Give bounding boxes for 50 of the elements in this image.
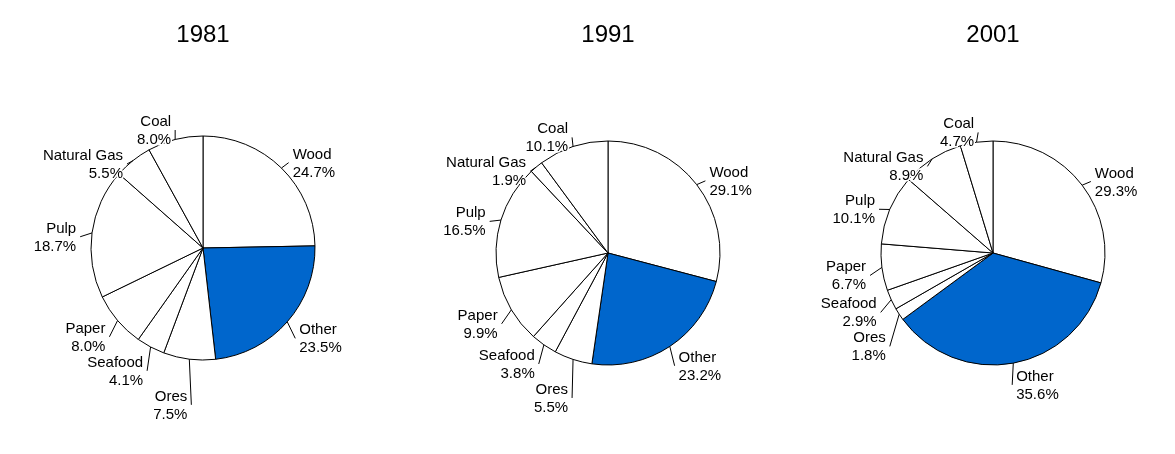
slice-label: Pulp: [845, 191, 876, 209]
data-label: 1.8%: [851, 346, 886, 364]
data-label: 9.9%: [463, 323, 498, 341]
data-label: 10.1%: [525, 137, 569, 155]
slice-label: Other: [299, 320, 337, 338]
slice-label: Pulp: [455, 203, 486, 221]
data-label: 4.1%: [108, 370, 144, 388]
chart-title: 2001: [966, 20, 1020, 47]
slice-label: Natural Gas: [446, 153, 527, 171]
data-label: 5.5%: [88, 164, 123, 182]
slice-label: Paper: [826, 257, 867, 275]
data-label: 29.3%: [1094, 181, 1138, 199]
slice-label: Natural Gas: [42, 146, 123, 164]
chart-title: 1991: [581, 20, 635, 47]
data-label: 6.7%: [831, 275, 867, 293]
data-label: 18.7%: [33, 236, 77, 254]
data-label: 1.9%: [491, 171, 527, 189]
slice-label: Seafood: [820, 294, 877, 312]
data-label: 8.0%: [71, 336, 106, 354]
chart-title: 1981: [176, 20, 230, 47]
slice-label: Coal: [943, 114, 975, 132]
slice-label: Ores: [535, 379, 569, 397]
data-label: 24.7%: [292, 162, 336, 180]
data-label: 4.7%: [939, 132, 975, 150]
slice-label: Wood: [292, 144, 332, 162]
data-label: 10.1%: [832, 209, 876, 227]
slice-label: Wood: [709, 162, 749, 180]
data-label: 8.0%: [136, 130, 172, 148]
slice-label: Ores: [853, 328, 886, 346]
slice-label: Paper: [457, 305, 498, 323]
slice-label: Other: [1016, 366, 1054, 384]
slice-label: Seafood: [478, 345, 535, 363]
data-label: 3.8%: [500, 363, 535, 381]
data-label: 29.1%: [709, 180, 752, 198]
slice-label: Paper: [65, 318, 106, 336]
data-label: 23.2%: [678, 365, 722, 383]
data-label: 7.5%: [153, 404, 188, 422]
slice-label: Coal: [537, 119, 569, 137]
data-label: 2.9%: [842, 312, 877, 330]
data-label: 5.5%: [533, 397, 569, 415]
data-label: 23.5%: [299, 338, 342, 356]
slice-label: Natural Gas: [843, 148, 924, 166]
slice-label: Ores: [154, 386, 188, 404]
slice-label: Pulp: [46, 218, 77, 236]
slice-label: Other: [678, 347, 717, 365]
slice-label: Coal: [140, 112, 172, 130]
slice-label: Wood: [1094, 163, 1134, 181]
slice-label: Seafood: [87, 352, 144, 370]
data-label: 16.5%: [443, 221, 486, 239]
data-label: 35.6%: [1016, 384, 1059, 402]
